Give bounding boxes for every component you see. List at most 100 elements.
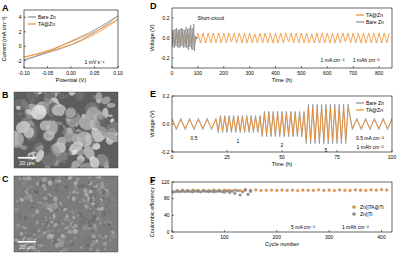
sem-grain: [93, 186, 95, 188]
sem-grain: [59, 250, 63, 252]
figure: -0.10-0.050.000.050.10-20241 mV s⁻¹Bare …: [0, 0, 400, 254]
panel-letter: D: [150, 1, 157, 11]
sem-grain: [58, 176, 63, 179]
sem-grain: [17, 112, 22, 116]
data-point: [323, 189, 326, 192]
data-point: [173, 190, 176, 193]
sem-grain: [45, 228, 51, 234]
y-tick-label: 4: [19, 14, 22, 20]
sem-grain: [44, 245, 45, 246]
sem-grain: [93, 178, 95, 180]
data-point: [244, 189, 247, 192]
legend: TA@ZnBare Zn: [356, 12, 384, 25]
sem-grain: [42, 223, 44, 224]
x-tick: [223, 66, 224, 68]
sem-grain: [52, 177, 55, 182]
sem-grain: [70, 209, 75, 215]
data-point: [260, 189, 263, 192]
sem-grain: [26, 187, 29, 190]
sem-grain: [21, 206, 22, 207]
x-tick-label: 0.10: [113, 70, 123, 76]
sem-grain: [27, 220, 29, 222]
sem-grain: [23, 202, 25, 204]
sem-grain: [40, 235, 42, 237]
x-tick-label: 200: [220, 70, 229, 76]
sem-grain: [37, 177, 42, 180]
data-point: [233, 192, 236, 195]
sem-grain: [23, 215, 28, 220]
legend-label: TA@Zn: [366, 107, 383, 113]
sem-grain: [35, 220, 40, 225]
sem-grain: [71, 148, 79, 156]
legend-label: Bare Zn: [366, 19, 384, 25]
sem-grain: [22, 125, 36, 139]
panel-letter: E: [150, 89, 156, 99]
sem-grain: [26, 176, 33, 181]
sem-grain: [114, 218, 118, 222]
sem-grain: [94, 181, 96, 182]
data-point: [343, 189, 346, 192]
x-tick: [94, 66, 95, 68]
x-tick: [379, 66, 380, 68]
sem-grain: [101, 203, 105, 205]
sem-grain: [24, 189, 30, 195]
x-tick-label: 400: [271, 70, 280, 76]
sem-grain: [19, 197, 25, 202]
sem-grain: [22, 225, 27, 229]
sem-grain: [27, 232, 29, 236]
sem-grain: [101, 206, 104, 210]
sem-grain: [106, 132, 118, 143]
sem-grain: [70, 240, 72, 242]
x-axis-label: Cycle number: [265, 241, 299, 247]
sem-grain: [91, 248, 93, 249]
sem-grain: [87, 224, 92, 227]
sem-grain: [56, 214, 59, 217]
x-tick: [353, 66, 354, 68]
sem-grain: [88, 181, 91, 185]
sem-grain: [88, 155, 101, 168]
sem-grain: [101, 248, 103, 250]
sem-grain: [39, 200, 40, 202]
data-point: [181, 190, 184, 193]
sem-grain: [29, 233, 31, 235]
annotation: 2: [281, 142, 284, 148]
sem-grain: [27, 215, 29, 217]
sem-grain: [84, 203, 86, 205]
annotation: 1 mAh cm⁻²: [353, 57, 380, 63]
sem-grain: [26, 237, 29, 240]
y-tick-label: 0.2: [163, 93, 170, 99]
sem-grain: [83, 231, 85, 233]
sem-grain: [52, 203, 59, 210]
sem-grain: [52, 222, 58, 228]
data-point: [231, 190, 234, 193]
data-point: [194, 190, 197, 193]
x-tick-label: 300: [245, 70, 254, 76]
sem-grain: [74, 236, 78, 240]
scale-bar: [18, 157, 36, 159]
sem-grain: [39, 181, 43, 185]
annotation: 1 mAh cm⁻²: [357, 144, 384, 150]
sem-grain: [102, 224, 106, 227]
sem-grain: [62, 223, 66, 227]
annotation: 0.5 mA cm⁻²: [356, 135, 384, 141]
sem-grain: [32, 151, 37, 154]
sem-grain: [33, 199, 35, 201]
data-point: [202, 189, 205, 192]
x-tick: [327, 66, 328, 68]
sem-grain: [87, 176, 92, 180]
sem-grain: [109, 227, 112, 230]
sem-grain: [76, 210, 78, 211]
data-point: [364, 189, 367, 192]
sem-grain: [89, 211, 94, 215]
sem-grain: [51, 229, 53, 232]
sem-grain: [63, 106, 79, 120]
sem-grain: [23, 194, 30, 201]
sem-grain: [82, 177, 85, 181]
x-tick-label: -0.10: [18, 70, 30, 76]
page: Figure html, body { margin: 0; padding: …: [0, 0, 400, 254]
sem-grain: [52, 192, 54, 193]
sem-grain: [77, 234, 78, 235]
x-axis-label: Potential (V): [56, 77, 86, 83]
x-tick: [71, 66, 72, 68]
sem-grain: [65, 213, 69, 218]
